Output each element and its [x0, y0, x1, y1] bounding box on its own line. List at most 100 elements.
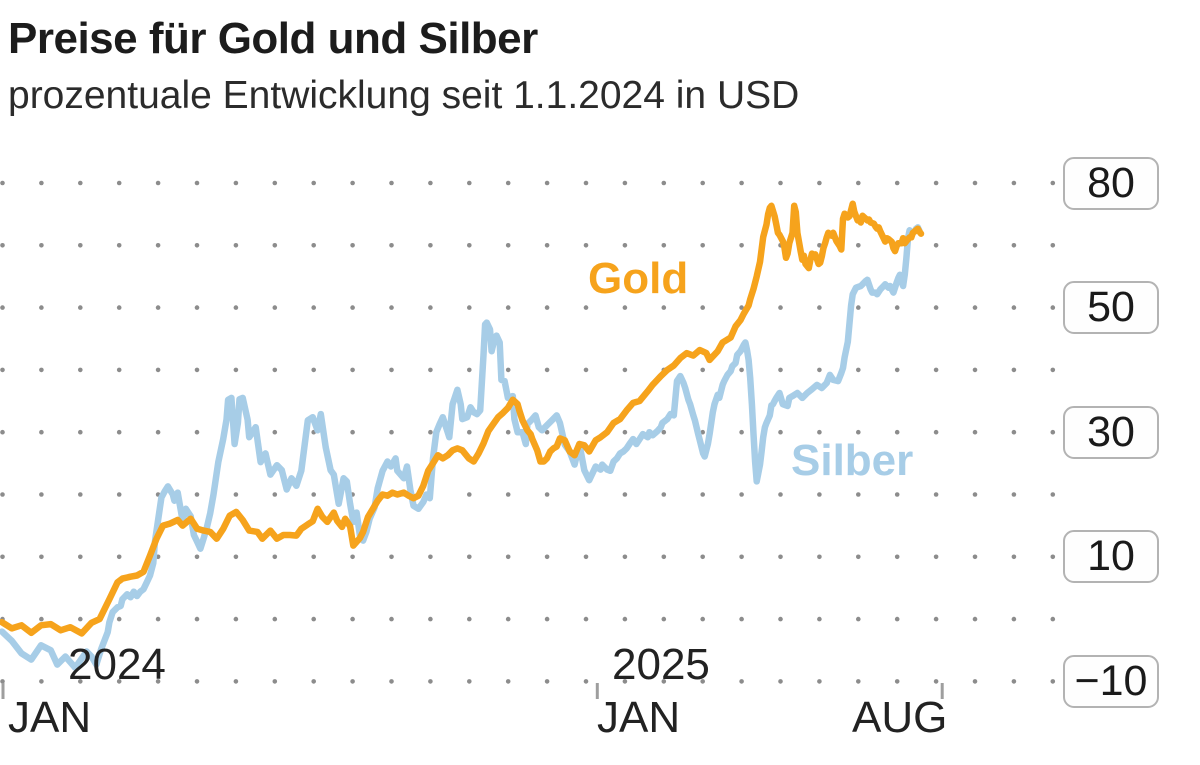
grid-dot: [894, 429, 900, 435]
grid-dot: [661, 243, 667, 248]
grid-dot: [739, 679, 744, 684]
grid-dot: [894, 305, 900, 310]
grid-dot: [933, 492, 939, 497]
grid-dot: [350, 305, 355, 310]
grid-dot: [505, 616, 511, 622]
grid-dot: [194, 180, 200, 186]
grid-dot: [817, 429, 822, 435]
grid-dot: [78, 616, 83, 622]
grid-dot: [233, 554, 239, 560]
grid-dot: [233, 492, 239, 497]
grid-dot: [0, 679, 5, 684]
grid-dot: [116, 679, 122, 684]
grid-dot: [778, 679, 783, 684]
grid-dot: [661, 679, 667, 684]
grid-dot: [116, 367, 122, 373]
grid-dot: [0, 492, 5, 497]
grid-dot: [817, 305, 822, 310]
grid-dot: [933, 679, 939, 684]
grid-dot: [1050, 305, 1056, 310]
grid-dot: [389, 180, 394, 186]
grid-dot: [428, 679, 433, 684]
grid-dot: [311, 492, 317, 497]
grid-dot: [856, 367, 861, 373]
grid-dot: [0, 554, 5, 560]
grid-dot: [933, 554, 939, 560]
grid-dot: [39, 492, 44, 497]
grid-dot: [389, 554, 394, 560]
grid-dot: [428, 305, 433, 310]
grid-dot: [700, 305, 705, 310]
silver-series-label: Silber: [791, 436, 914, 485]
x-axis-year-2025: 2025: [612, 640, 710, 689]
grid-dot: [194, 305, 200, 310]
y-axis-label: −10: [1063, 654, 1159, 708]
grid-dot: [544, 367, 550, 373]
grid-dot: [39, 429, 44, 435]
grid-dot: [155, 616, 161, 622]
grid-dot: [39, 305, 44, 310]
grid-dot: [583, 180, 589, 186]
grid-dot: [622, 305, 628, 310]
grid-dot: [116, 554, 122, 560]
grid-dot: [583, 243, 589, 248]
y-axis-label: 50: [1063, 281, 1159, 335]
grid-dot: [311, 616, 317, 622]
grid-dot: [1050, 554, 1056, 560]
grid-dot: [272, 429, 278, 435]
grid-dot: [700, 492, 705, 497]
grid-dot: [505, 243, 511, 248]
silber-line: [0, 224, 923, 671]
grid-dot: [583, 367, 589, 373]
x-axis-month-jan-2025: JAN: [597, 693, 681, 742]
x-axis-month-aug-2025: AUG: [852, 693, 948, 742]
grid-dot: [1011, 679, 1017, 684]
y-axis-label: 80: [1063, 156, 1159, 210]
grid-dot: [116, 243, 122, 248]
gold-series-label: Gold: [588, 254, 689, 303]
grid-dot: [700, 243, 705, 248]
grid-dot: [350, 554, 355, 560]
grid-dot: [155, 429, 161, 435]
grid-dot: [1050, 243, 1056, 248]
grid-dot: [39, 243, 44, 248]
grid-dot: [583, 492, 589, 497]
grid-dot: [778, 180, 783, 186]
grid-dot: [194, 243, 200, 248]
grid-dot: [39, 367, 44, 373]
grid-dot: [194, 554, 200, 560]
grid-dot: [1050, 367, 1056, 373]
grid-dot: [933, 429, 939, 435]
grid-dot: [233, 243, 239, 248]
grid-dot: [622, 180, 628, 186]
grid-dot: [505, 367, 511, 373]
grid-dot: [739, 492, 744, 497]
grid-dot: [428, 180, 433, 186]
grid-dot: [78, 679, 83, 684]
grid-dot: [233, 679, 239, 684]
grid-dot: [894, 554, 900, 560]
grid-dot: [1011, 554, 1017, 560]
grid-dot: [505, 180, 511, 186]
grid-dot: [583, 429, 589, 435]
grid-dot: [894, 616, 900, 622]
grid-dot: [467, 180, 472, 186]
grid-dot: [856, 305, 861, 310]
grid-dot: [194, 429, 200, 435]
grid-dot: [311, 679, 317, 684]
grid-dot: [972, 616, 978, 622]
grid-dot: [1011, 429, 1017, 435]
grid-dot: [544, 180, 550, 186]
grid-dot: [272, 243, 278, 248]
grid-dot: [972, 429, 978, 435]
grid-dot: [116, 492, 122, 497]
grid-dot: [544, 616, 550, 622]
grid-dot: [1050, 616, 1056, 622]
grid-dot: [700, 429, 705, 435]
grid-dot: [155, 243, 161, 248]
grid-dot: [817, 679, 822, 684]
grid-dot: [933, 180, 939, 186]
grid-dot: [856, 554, 861, 560]
grid-dot: [778, 367, 783, 373]
grid-dot: [389, 429, 394, 435]
